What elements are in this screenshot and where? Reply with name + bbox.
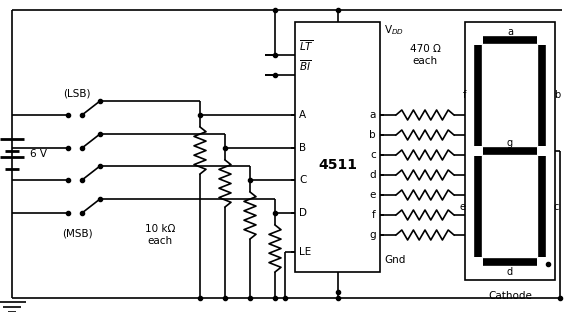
Text: (MSB): (MSB) xyxy=(62,228,93,238)
Text: f: f xyxy=(463,90,466,100)
Text: A: A xyxy=(299,110,306,120)
Bar xyxy=(295,22,380,272)
Text: b: b xyxy=(369,130,376,140)
Text: d: d xyxy=(369,170,376,180)
Text: g: g xyxy=(507,138,513,148)
Text: Cathode: Cathode xyxy=(488,291,532,301)
Text: LE: LE xyxy=(299,247,311,257)
Text: V$_{DD}$: V$_{DD}$ xyxy=(384,23,404,37)
Text: 470 Ω
each: 470 Ω each xyxy=(409,44,440,66)
Text: $\overline{LT}$: $\overline{LT}$ xyxy=(299,38,314,53)
Bar xyxy=(465,22,555,280)
Text: g: g xyxy=(369,230,376,240)
Text: e: e xyxy=(370,190,376,200)
Text: D: D xyxy=(299,208,307,218)
Text: 6 V: 6 V xyxy=(30,149,47,159)
Text: c: c xyxy=(370,150,376,160)
Text: a: a xyxy=(507,27,513,37)
Text: B: B xyxy=(299,143,306,153)
Text: d: d xyxy=(507,267,513,277)
Text: e: e xyxy=(460,202,466,212)
Text: 10 kΩ
each: 10 kΩ each xyxy=(145,224,175,246)
Text: Gnd: Gnd xyxy=(384,255,405,265)
Text: $\overline{BI}$: $\overline{BI}$ xyxy=(299,58,311,73)
Text: c: c xyxy=(554,202,559,212)
Text: 4511: 4511 xyxy=(318,158,357,172)
Text: f: f xyxy=(372,210,376,220)
Text: (LSB): (LSB) xyxy=(63,88,91,98)
Text: a: a xyxy=(370,110,376,120)
Text: C: C xyxy=(299,175,306,185)
Text: b: b xyxy=(554,90,560,100)
